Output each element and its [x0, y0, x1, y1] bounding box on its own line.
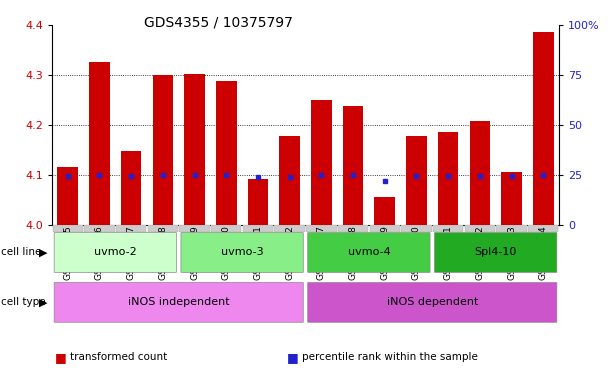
- Text: GSM796422: GSM796422: [475, 225, 485, 280]
- Bar: [338, 225, 368, 232]
- Text: GSM796430: GSM796430: [222, 225, 231, 280]
- Bar: [375, 197, 395, 225]
- Bar: [216, 81, 236, 225]
- Text: GSM796428: GSM796428: [158, 225, 167, 280]
- FancyBboxPatch shape: [54, 233, 177, 272]
- Text: uvmo-3: uvmo-3: [221, 247, 263, 258]
- Bar: [501, 172, 522, 225]
- Bar: [533, 33, 554, 225]
- Bar: [274, 225, 305, 232]
- Text: Spl4-10: Spl4-10: [475, 247, 517, 258]
- Text: GSM796417: GSM796417: [317, 225, 326, 280]
- Text: percentile rank within the sample: percentile rank within the sample: [302, 352, 478, 362]
- Text: GSM796420: GSM796420: [412, 225, 421, 280]
- FancyBboxPatch shape: [308, 283, 557, 322]
- Text: uvmo-4: uvmo-4: [348, 247, 390, 258]
- Text: GDS4355 / 10375797: GDS4355 / 10375797: [144, 15, 293, 29]
- FancyBboxPatch shape: [308, 233, 430, 272]
- Bar: [247, 179, 268, 225]
- Text: uvmo-2: uvmo-2: [94, 247, 137, 258]
- Bar: [121, 151, 142, 225]
- Text: cell type: cell type: [1, 297, 46, 308]
- Bar: [153, 75, 173, 225]
- Text: GSM796425: GSM796425: [64, 225, 72, 280]
- Bar: [343, 106, 364, 225]
- Text: GSM796426: GSM796426: [95, 225, 104, 280]
- Bar: [469, 121, 490, 225]
- Bar: [464, 225, 495, 232]
- FancyBboxPatch shape: [181, 233, 303, 272]
- Bar: [370, 225, 400, 232]
- Bar: [180, 225, 210, 232]
- Text: GSM796427: GSM796427: [126, 225, 136, 280]
- Bar: [243, 225, 273, 232]
- Text: GSM796423: GSM796423: [507, 225, 516, 280]
- Text: GSM796429: GSM796429: [190, 225, 199, 280]
- Text: ■: ■: [55, 351, 67, 364]
- Bar: [148, 225, 178, 232]
- Text: cell line: cell line: [1, 247, 42, 258]
- Bar: [401, 225, 431, 232]
- Text: ■: ■: [287, 351, 299, 364]
- Text: GSM796432: GSM796432: [285, 225, 294, 280]
- Text: ▶: ▶: [38, 297, 47, 308]
- Bar: [84, 225, 115, 232]
- Bar: [438, 132, 458, 225]
- Bar: [496, 225, 527, 232]
- Text: GSM796418: GSM796418: [348, 225, 357, 280]
- Bar: [89, 63, 110, 225]
- Bar: [311, 100, 332, 225]
- Text: iNOS dependent: iNOS dependent: [387, 297, 478, 308]
- Bar: [116, 225, 147, 232]
- Bar: [306, 225, 337, 232]
- Bar: [211, 225, 241, 232]
- Bar: [528, 225, 558, 232]
- Bar: [433, 225, 463, 232]
- Bar: [406, 136, 426, 225]
- Bar: [57, 167, 78, 225]
- Text: iNOS independent: iNOS independent: [128, 297, 230, 308]
- FancyBboxPatch shape: [54, 283, 303, 322]
- Bar: [185, 74, 205, 225]
- Text: GSM796431: GSM796431: [254, 225, 263, 280]
- Bar: [53, 225, 83, 232]
- Text: transformed count: transformed count: [70, 352, 167, 362]
- Bar: [279, 136, 300, 225]
- Text: ▶: ▶: [38, 247, 47, 258]
- Text: GSM796424: GSM796424: [539, 225, 547, 280]
- Text: GSM796421: GSM796421: [444, 225, 453, 280]
- FancyBboxPatch shape: [434, 233, 557, 272]
- Text: GSM796419: GSM796419: [380, 225, 389, 280]
